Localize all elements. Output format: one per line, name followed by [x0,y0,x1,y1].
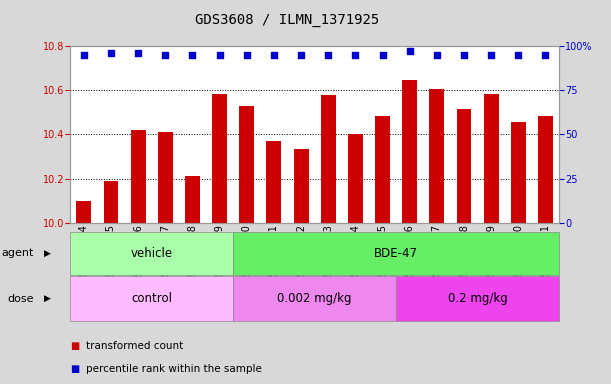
Text: BDE-47: BDE-47 [374,247,418,260]
Text: percentile rank within the sample: percentile rank within the sample [86,364,262,374]
Bar [484,94,499,223]
Point [541,52,551,58]
Bar [538,116,553,223]
Point [378,52,387,58]
Point [405,48,415,55]
Point [323,52,333,58]
Text: agent: agent [1,248,34,258]
Point [296,52,306,58]
Bar [348,134,363,223]
Text: 0.2 mg/kg: 0.2 mg/kg [448,292,508,305]
Bar [76,201,91,223]
Text: transformed count: transformed count [86,341,183,351]
Point [513,52,523,58]
Point [214,52,224,58]
Bar [103,181,119,223]
Text: 0.002 mg/kg: 0.002 mg/kg [277,292,352,305]
Bar [240,106,254,223]
Bar [321,95,335,223]
Point [79,52,89,58]
Text: ■: ■ [70,341,79,351]
Text: ■: ■ [70,364,79,374]
Point [432,52,442,58]
Bar [131,130,145,223]
Bar [456,109,472,223]
Text: dose: dose [7,293,34,304]
Text: ▶: ▶ [44,249,51,258]
Bar [402,80,417,223]
Bar [158,132,173,223]
Bar [430,89,444,223]
Point [486,52,496,58]
Point [133,50,143,56]
Point [161,52,170,58]
Bar [375,116,390,223]
Point [242,52,252,58]
Bar [266,141,282,223]
Point [188,52,197,58]
Text: ▶: ▶ [44,294,51,303]
Bar [212,94,227,223]
Point [269,52,279,58]
Bar [511,122,526,223]
Text: control: control [131,292,172,305]
Bar [185,176,200,223]
Bar [294,149,309,223]
Text: vehicle: vehicle [131,247,173,260]
Point [351,52,360,58]
Point [459,52,469,58]
Text: GDS3608 / ILMN_1371925: GDS3608 / ILMN_1371925 [195,13,379,27]
Point [106,50,116,56]
